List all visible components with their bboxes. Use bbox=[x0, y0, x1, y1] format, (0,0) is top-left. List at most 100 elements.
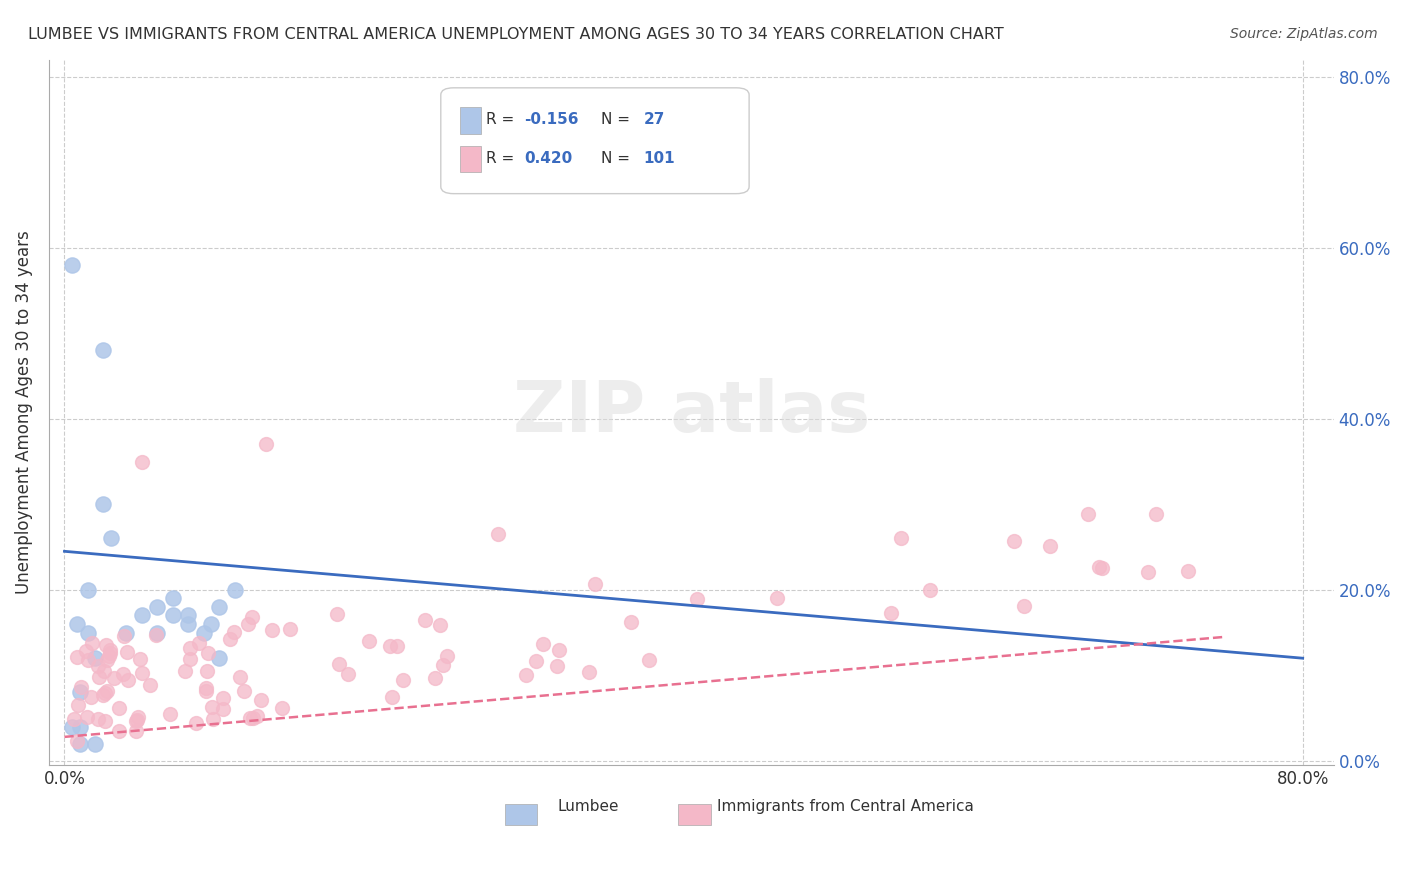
Point bbox=[77, 653, 100, 667]
Point bbox=[69, 685, 91, 699]
Point bbox=[80, 690, 103, 704]
Point bbox=[162, 591, 184, 606]
Point bbox=[179, 652, 201, 666]
Point bbox=[620, 615, 643, 630]
Point bbox=[254, 437, 277, 451]
Point bbox=[548, 643, 571, 657]
Point bbox=[229, 670, 252, 684]
Point bbox=[96, 638, 118, 652]
Point bbox=[66, 617, 89, 632]
Point bbox=[146, 625, 169, 640]
Point bbox=[125, 714, 148, 728]
Point bbox=[766, 591, 789, 605]
Text: Lumbee: Lumbee bbox=[558, 799, 619, 814]
Point bbox=[222, 625, 245, 640]
Point bbox=[127, 709, 149, 723]
Point bbox=[173, 665, 195, 679]
Y-axis label: Unemployment Among Ages 30 to 34 years: Unemployment Among Ages 30 to 34 years bbox=[15, 230, 32, 594]
Point bbox=[82, 636, 104, 650]
Point bbox=[131, 665, 153, 680]
Point bbox=[249, 693, 271, 707]
Point bbox=[117, 673, 139, 687]
Point bbox=[240, 610, 263, 624]
Point bbox=[278, 622, 301, 636]
Point bbox=[63, 713, 86, 727]
Point bbox=[145, 628, 167, 642]
Point bbox=[177, 608, 200, 623]
Point bbox=[177, 617, 200, 632]
Point bbox=[193, 625, 215, 640]
Point bbox=[194, 681, 217, 695]
Text: 0.420: 0.420 bbox=[524, 151, 572, 166]
Point bbox=[94, 714, 117, 728]
Point bbox=[432, 658, 454, 673]
Point bbox=[131, 608, 153, 623]
Point bbox=[91, 497, 114, 511]
Point bbox=[84, 737, 107, 751]
Bar bbox=[505, 804, 537, 825]
Point bbox=[890, 531, 912, 545]
Point bbox=[271, 701, 294, 715]
Point bbox=[638, 653, 661, 667]
Point bbox=[87, 670, 110, 684]
Point bbox=[918, 583, 941, 598]
Point bbox=[75, 644, 97, 658]
Point bbox=[232, 684, 254, 698]
Point bbox=[97, 649, 120, 664]
Point bbox=[107, 701, 129, 715]
Point bbox=[1088, 560, 1111, 574]
Point bbox=[208, 651, 231, 665]
Point bbox=[326, 607, 349, 621]
Point bbox=[91, 688, 114, 702]
Text: LUMBEE VS IMMIGRANTS FROM CENTRAL AMERICA UNEMPLOYMENT AMONG AGES 30 TO 34 YEARS: LUMBEE VS IMMIGRANTS FROM CENTRAL AMERIC… bbox=[28, 27, 1004, 42]
Point bbox=[84, 651, 107, 665]
Point bbox=[1091, 561, 1114, 575]
Point bbox=[201, 700, 224, 714]
Point bbox=[208, 599, 231, 614]
Point bbox=[103, 671, 125, 685]
Point bbox=[211, 702, 233, 716]
Point bbox=[1077, 507, 1099, 521]
Point bbox=[495, 172, 517, 186]
Point bbox=[1012, 599, 1035, 613]
Point bbox=[87, 712, 110, 726]
Point bbox=[224, 582, 246, 597]
Bar bbox=[460, 145, 481, 172]
Point bbox=[378, 639, 401, 653]
Point bbox=[1039, 539, 1062, 553]
Text: N =: N = bbox=[602, 151, 636, 166]
Point bbox=[124, 723, 146, 738]
Point bbox=[114, 629, 136, 643]
Point bbox=[60, 720, 83, 734]
Point bbox=[197, 646, 219, 660]
Point bbox=[69, 737, 91, 751]
Point bbox=[425, 671, 447, 685]
Point bbox=[60, 258, 83, 272]
Point bbox=[86, 658, 108, 673]
Point bbox=[186, 715, 208, 730]
Point bbox=[526, 654, 548, 668]
Point bbox=[236, 617, 259, 632]
Text: Source: ZipAtlas.com: Source: ZipAtlas.com bbox=[1230, 27, 1378, 41]
Point bbox=[201, 713, 224, 727]
Point bbox=[413, 613, 436, 627]
Point bbox=[686, 591, 709, 606]
Point bbox=[131, 454, 153, 468]
Point bbox=[336, 666, 359, 681]
Point bbox=[96, 653, 118, 667]
Text: N =: N = bbox=[602, 112, 636, 127]
Point bbox=[179, 640, 201, 655]
Point bbox=[115, 625, 138, 640]
Point bbox=[124, 714, 146, 728]
Point bbox=[531, 637, 554, 651]
Text: 101: 101 bbox=[644, 151, 675, 166]
Point bbox=[70, 680, 93, 694]
Point bbox=[200, 617, 222, 632]
Text: 27: 27 bbox=[644, 112, 665, 127]
Point bbox=[583, 576, 606, 591]
Point bbox=[245, 709, 267, 723]
Point bbox=[260, 623, 283, 637]
Point bbox=[115, 645, 138, 659]
Point bbox=[69, 720, 91, 734]
Text: R =: R = bbox=[485, 151, 519, 166]
